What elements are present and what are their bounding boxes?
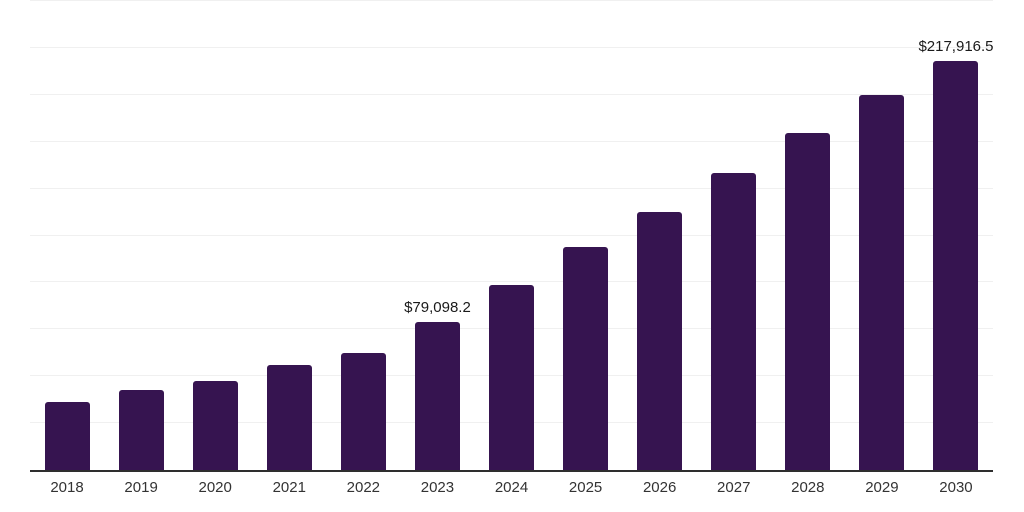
x-tick-2020: 2020 (198, 479, 232, 496)
gridline (30, 93, 993, 95)
bar-2026[interactable] (637, 212, 683, 470)
gridline (30, 187, 993, 189)
bar-band (252, 1, 326, 470)
x-tick-2025: 2025 (568, 479, 603, 496)
bar-2023[interactable] (414, 321, 460, 470)
x-tick-2019: 2019 (124, 479, 158, 496)
bar-2020[interactable] (192, 380, 238, 470)
plot-area: $79,098.2 $217,916.5 (30, 0, 994, 472)
bar-2030[interactable] (933, 61, 979, 470)
bar-2025[interactable] (563, 246, 609, 470)
bar-band (178, 1, 252, 470)
x-tick-2018: 2018 (50, 479, 84, 496)
bar-value-label: $217,916.5 (918, 38, 994, 56)
x-tick-2026: 2026 (642, 479, 677, 496)
bar-band (104, 1, 178, 470)
bar-2027[interactable] (711, 173, 757, 470)
x-axis: 2018 2019 2020 2021 2022 2023 2024 2025 2026 2027… (30, 472, 993, 496)
bars-container: $79,098.2 $217,916.5 (30, 1, 994, 470)
gridline (30, 140, 993, 142)
bar-band (771, 1, 845, 470)
bar-band (30, 1, 104, 470)
bar-band (474, 1, 548, 470)
bar-2018[interactable] (44, 401, 90, 470)
bar-band: $217,916.5 (918, 1, 994, 470)
gridline (30, 234, 993, 236)
bar-band: $79,098.2 (400, 1, 474, 470)
bar-2019[interactable] (118, 390, 164, 470)
bar-2028[interactable] (785, 133, 831, 470)
gridline (30, 46, 993, 48)
x-tick-2021: 2021 (272, 479, 306, 496)
x-tick-2029: 2029 (865, 479, 899, 496)
bar-2029[interactable] (859, 94, 905, 470)
x-tick-2023: 2023 (420, 479, 455, 496)
bar-band (845, 1, 919, 470)
bar-band (549, 1, 623, 470)
x-tick-2028: 2028 (791, 479, 825, 496)
gridline (30, 281, 993, 283)
bar-2022[interactable] (340, 352, 386, 470)
bar-band (326, 1, 400, 470)
bar-band (697, 1, 771, 470)
bar-2021[interactable] (266, 365, 312, 470)
gridline (30, 0, 993, 1)
x-tick-2022: 2022 (346, 479, 381, 496)
x-tick-2030: 2030 (939, 479, 973, 496)
x-tick-2027: 2027 (717, 479, 751, 496)
x-tick-2024: 2024 (494, 479, 529, 496)
bar-value-label: $79,098.2 (404, 298, 471, 316)
bar-2024[interactable] (489, 284, 534, 470)
bar-band (623, 1, 697, 470)
